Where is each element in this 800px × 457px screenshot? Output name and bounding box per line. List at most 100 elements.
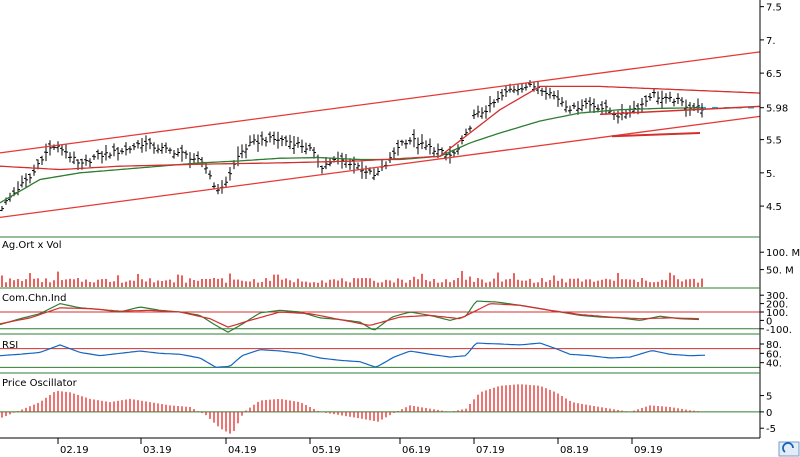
ohlc-bar <box>292 136 296 154</box>
ohlc-bar <box>404 139 408 149</box>
ohlc-bar <box>632 100 636 114</box>
ohlc-bar <box>56 141 60 153</box>
ohlc-bar <box>644 95 648 107</box>
ohlc-bar <box>220 180 224 194</box>
ohlc-bar <box>320 165 324 174</box>
regression-curve <box>0 85 761 171</box>
ohlc-bar <box>64 144 68 159</box>
extension-line-upper <box>599 105 761 116</box>
x-tick-label: 04.19 <box>228 445 257 456</box>
ohlc-bar <box>452 149 456 158</box>
price-tick-label: 7. <box>766 36 776 47</box>
ohlc-bar <box>496 91 500 103</box>
ohlc-bar <box>572 102 576 110</box>
ohlc-bar <box>132 142 136 151</box>
x-tick-label: 03.19 <box>143 445 172 456</box>
ohlc-bar <box>240 144 244 159</box>
ohlc-bar <box>412 129 416 148</box>
ohlc-bar <box>528 80 532 88</box>
ohlc-bar <box>24 173 28 188</box>
volume-tick-label: 50. M <box>766 266 794 277</box>
ohlc-bar <box>480 107 484 119</box>
price-tick-label: 7.5 <box>766 3 782 14</box>
refresh-icon[interactable] <box>778 441 800 457</box>
x-tick-label: 08.19 <box>560 445 589 456</box>
ohlc-bar <box>484 105 488 119</box>
ohlc-bar <box>48 140 52 156</box>
ohlc-bar <box>284 135 288 146</box>
ohlc-bar <box>600 101 604 115</box>
ohlc-bar <box>84 154 88 166</box>
cci-signal-line <box>0 303 700 328</box>
ohlc-bar <box>360 161 364 179</box>
ohlc-bar <box>420 134 424 150</box>
ohlc-bar <box>328 158 332 167</box>
chart-frame <box>0 0 761 439</box>
ohlc-bar <box>340 152 344 169</box>
ohlc-bar <box>580 99 584 112</box>
ohlc-bar <box>432 147 436 157</box>
ohlc-bar <box>592 98 596 113</box>
oscillator-tick-label: -5 <box>766 424 776 435</box>
cci-line <box>0 300 700 333</box>
rsi-line <box>0 342 706 368</box>
ohlc-bar <box>40 155 44 166</box>
volume-y-axis: 100. M 50. M <box>760 248 800 277</box>
ohlc-bar <box>392 147 396 159</box>
oscillator-tick-label: 5 <box>766 392 772 403</box>
cci-tick-label: 300. <box>766 291 788 302</box>
ohlc-bar <box>564 100 568 113</box>
extension-line-lower <box>611 131 701 138</box>
ohlc-bar <box>696 98 700 113</box>
ohlc-bar <box>672 98 676 107</box>
price-bars <box>0 80 704 212</box>
ohlc-bar <box>620 103 624 121</box>
ohlc-bar <box>308 143 312 152</box>
ohlc-bar <box>512 85 516 94</box>
ohlc-bar <box>260 131 264 146</box>
ohlc-bar <box>488 96 492 113</box>
ohlc-bar <box>548 87 552 99</box>
ohlc-bar <box>656 91 660 105</box>
ohlc-bar <box>60 144 64 156</box>
ohlc-bar <box>144 135 148 152</box>
ohlc-bar <box>304 142 308 155</box>
ohlc-bar <box>520 83 524 93</box>
ohlc-bar <box>356 162 360 171</box>
x-tick-label: 06.19 <box>402 445 431 456</box>
x-tick-label: 05.19 <box>312 445 341 456</box>
ohlc-bar <box>348 158 352 170</box>
oscillator-tick-label: 0 <box>766 408 772 419</box>
ohlc-bar <box>324 157 328 170</box>
x-tick-label: 02.19 <box>60 445 89 456</box>
moving-average-line <box>0 107 701 204</box>
ohlc-bar <box>68 152 72 163</box>
price-panel: 7.5 7. 6.5 5.98 5.5 5. 4.5 <box>0 3 788 219</box>
ohlc-bar <box>276 131 280 149</box>
cci-tick-label: 0 <box>766 316 772 327</box>
ohlc-bar <box>584 98 588 109</box>
ohlc-bar <box>20 175 24 188</box>
ohlc-bar <box>372 168 376 181</box>
ohlc-bar <box>268 131 272 143</box>
ohlc-bar <box>396 139 400 156</box>
ohlc-bar <box>32 164 36 176</box>
price-y-axis: 7.5 7. 6.5 5.98 5.5 5. 4.5 <box>760 3 788 213</box>
oscillator-panel-title: Price Oscillator <box>2 378 78 389</box>
ohlc-bar <box>456 144 460 155</box>
ohlc-bar <box>388 152 392 163</box>
ohlc-bar <box>668 91 672 102</box>
oscillator-y-axis: 5 0 -5 <box>760 392 776 435</box>
trend-channel-upper <box>0 51 761 154</box>
ohlc-bar <box>664 93 668 104</box>
ohlc-bar <box>224 176 228 188</box>
ohlc-bar <box>556 90 560 107</box>
cci-tick-label: -100. <box>766 325 792 336</box>
ohlc-bar <box>400 139 404 146</box>
ohlc-bar <box>524 82 528 91</box>
ohlc-bar <box>680 97 684 107</box>
cci-lines <box>0 300 760 333</box>
rsi-panel-title: RSI <box>2 340 18 351</box>
ohlc-bar <box>168 147 172 154</box>
